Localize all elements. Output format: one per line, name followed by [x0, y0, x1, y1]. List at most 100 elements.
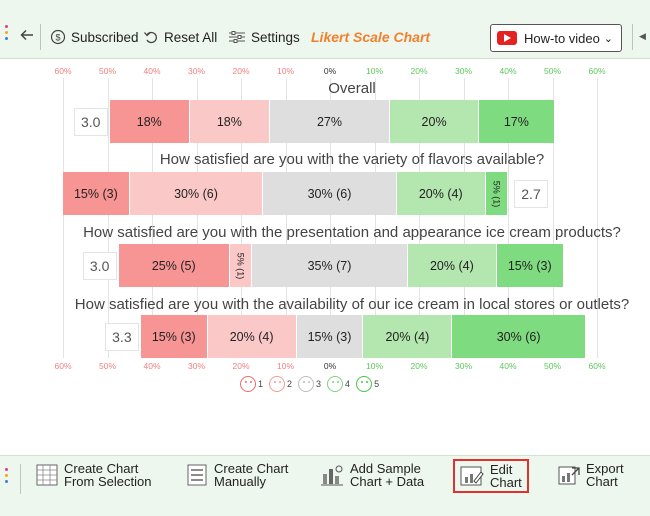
create-manual-line1: Create Chart [214, 461, 289, 476]
bar-segment: 5% (1) [485, 172, 508, 215]
gridline [152, 78, 153, 358]
edit-chart-button[interactable]: Edit Chart [453, 459, 529, 493]
axis-tick-bottom: 50% [98, 361, 117, 371]
question-label: How satisfied are you with the availabil… [74, 296, 630, 313]
neutral-face-icon [298, 376, 315, 392]
gridline [597, 78, 598, 358]
bar-segment: 20% (4) [207, 315, 297, 358]
axis-tick-top: 60% [588, 66, 606, 76]
undo-icon [144, 31, 157, 44]
average-score: 3.0 [82, 252, 117, 280]
question-label: How satisfied are you with the variety o… [159, 151, 545, 168]
bar-label: 20% [421, 114, 447, 129]
create-chart-manually-button[interactable]: Create Chart Manually [186, 462, 288, 488]
bar-segment: 17% [479, 100, 555, 143]
add-sample-chart-button[interactable]: Add Sample Chart + Data [320, 462, 424, 488]
subscribed-button[interactable]: $ Subscribed [50, 29, 139, 45]
add-sample-line1: Add Sample [350, 461, 421, 476]
sample-chart-icon [321, 465, 343, 486]
question-label: Overall [328, 80, 376, 97]
how-to-video-label: How-to video [524, 30, 600, 46]
axis-tick-bottom: 20% [410, 361, 428, 371]
legend-label: 5 [374, 379, 380, 389]
bar-label: 30% (6) [307, 186, 352, 201]
add-sample-line2: Chart + Data [350, 474, 425, 489]
bar-label: 20% (4) [229, 329, 274, 344]
axis-tick-top: 20% [232, 66, 250, 76]
edit-chart-line1: Edit [490, 462, 513, 477]
reset-all-button[interactable]: Reset All [143, 29, 217, 45]
axis-tick-top: 20% [410, 66, 428, 76]
export-chart-button[interactable]: Export Chart [558, 462, 624, 488]
legend-label: 3 [316, 379, 322, 389]
bar-label: 20% (4) [418, 186, 463, 201]
bar-segment: 27% [269, 100, 391, 143]
legend-label: 1 [258, 379, 264, 389]
youtube-icon [497, 31, 517, 45]
bar-segment: 20% [390, 100, 480, 143]
bar-label: 35% (7) [307, 258, 352, 273]
create-manual-line2: Manually [214, 474, 267, 489]
legend-label: 4 [345, 379, 351, 389]
bar-segment: 18% [109, 100, 190, 143]
axis-tick-top: 50% [98, 66, 117, 76]
gridline [330, 78, 331, 358]
bar-label: 30% (6) [174, 186, 218, 201]
back-arrow-icon[interactable] [20, 28, 39, 42]
export-line1: Export [586, 461, 624, 476]
collapse-left-icon[interactable]: ◀ [639, 31, 646, 41]
edit-chart-icon [460, 466, 484, 486]
svg-text:$: $ [55, 33, 60, 43]
bar-label: 15% (3) [507, 258, 552, 273]
bar-label: 15% (3) [307, 329, 352, 344]
gridline [196, 78, 198, 358]
axis-tick-bottom: 20% [232, 361, 250, 371]
reset-all-label: Reset All [164, 29, 218, 45]
bar-segment: 15% (3) [63, 172, 130, 215]
gridline [63, 78, 64, 358]
settings-button[interactable]: Settings [228, 29, 300, 45]
chart-type-title: Likert Scale Chart [311, 29, 431, 45]
axis-tick-bottom: 60% [588, 361, 606, 371]
bar-segment: 30% (6) [452, 315, 586, 358]
average-score: 3.0 [73, 108, 108, 136]
create-selection-line1: Create Chart [64, 461, 139, 476]
table-icon [36, 464, 58, 486]
create-chart-from-selection-button[interactable]: Create Chart From Selection [36, 462, 151, 488]
form-list-icon [187, 464, 207, 486]
export-line2: Chart [586, 474, 618, 489]
bar-segment: 18% [189, 100, 270, 143]
bar-segment: 30% (6) [263, 172, 397, 215]
axis-tick-top: 50% [543, 66, 562, 76]
subscribed-label: Subscribed [71, 29, 139, 45]
toolbar-grip[interactable] [5, 468, 9, 486]
very-happy-face-icon [356, 376, 373, 392]
toolbar-grip[interactable] [5, 25, 9, 43]
chevron-down-icon: ⌄ [603, 32, 613, 45]
gridline [552, 78, 554, 358]
axis-tick-bottom: 10% [276, 361, 295, 371]
bar-label: 18% [136, 114, 162, 129]
bar-segment: 35% (7) [252, 244, 408, 287]
settings-label: Settings [251, 29, 300, 45]
axis-tick-top: 40% [143, 66, 161, 76]
bar-segment: 20% (4) [407, 244, 497, 287]
axis-tick-bottom: 60% [54, 361, 72, 371]
axis-tick-top: 10% [276, 66, 295, 76]
axis-tick-top: 0% [323, 66, 337, 76]
how-to-video-dropdown[interactable]: How-to video ⌄ [490, 24, 622, 52]
sad-face-icon [269, 376, 286, 392]
axis-tick-bottom: 0% [323, 361, 337, 371]
gridline [241, 78, 242, 358]
axis-tick-top: 30% [454, 66, 473, 76]
axis-tick-bottom: 30% [454, 361, 473, 371]
axis-tick-top: 40% [499, 66, 517, 76]
axis-tick-bottom: 30% [187, 361, 206, 371]
axis-tick-bottom: 40% [499, 361, 517, 371]
bar-label: 20% (4) [429, 258, 474, 273]
bar-segment: 20% (4) [363, 315, 453, 358]
bar-segment: 15% (3) [140, 315, 208, 358]
happy-face-icon [327, 376, 344, 392]
bar-segment: 15% (3) [296, 315, 364, 358]
bar-segment: 15% (3) [496, 244, 564, 287]
